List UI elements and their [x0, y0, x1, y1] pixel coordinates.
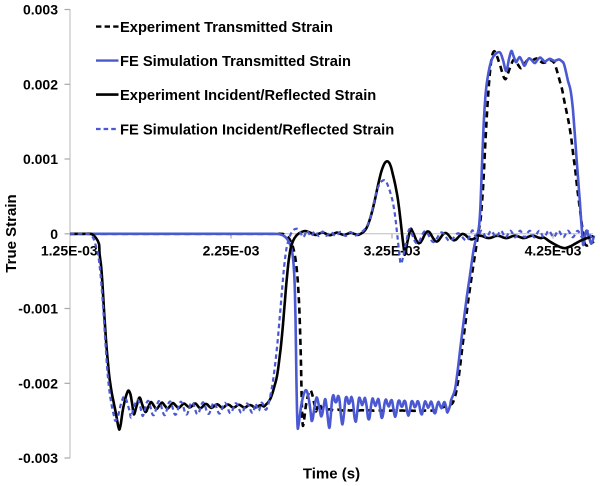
- svg-text:Experiment Transmitted Strain: Experiment Transmitted Strain: [120, 20, 333, 36]
- svg-text:2.25E-03: 2.25E-03: [203, 243, 260, 259]
- svg-text:-0.003: -0.003: [18, 450, 58, 466]
- svg-text:1.25E-03: 1.25E-03: [41, 243, 98, 259]
- svg-text:Experiment Incident/Reflected: Experiment Incident/Reflected Strain: [120, 88, 376, 104]
- svg-text:True Strain: True Strain: [3, 194, 20, 272]
- svg-text:FE Simulation Transmitted Stra: FE Simulation Transmitted Strain: [120, 54, 351, 70]
- svg-text:Time (s): Time (s): [303, 466, 360, 483]
- svg-text:FE Simulation Incident/Reflect: FE Simulation Incident/Reflected Strain: [120, 122, 394, 138]
- svg-text:0: 0: [50, 226, 58, 242]
- svg-text:-0.001: -0.001: [18, 301, 58, 317]
- svg-text:0.002: 0.002: [23, 76, 58, 92]
- svg-text:0.003: 0.003: [23, 2, 58, 18]
- svg-text:-0.002: -0.002: [18, 375, 58, 391]
- svg-text:3.25E-03: 3.25E-03: [364, 243, 421, 259]
- svg-text:0.001: 0.001: [23, 151, 58, 167]
